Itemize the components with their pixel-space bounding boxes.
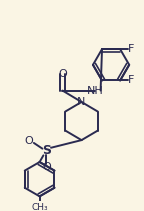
Text: S: S: [42, 144, 51, 157]
Text: O: O: [25, 136, 34, 146]
Text: O: O: [58, 69, 67, 79]
Text: N: N: [77, 97, 86, 107]
Text: F: F: [127, 76, 134, 85]
Text: NH: NH: [87, 85, 103, 96]
Text: F: F: [127, 44, 134, 54]
Text: CH₃: CH₃: [31, 203, 48, 211]
Text: O: O: [42, 162, 51, 172]
